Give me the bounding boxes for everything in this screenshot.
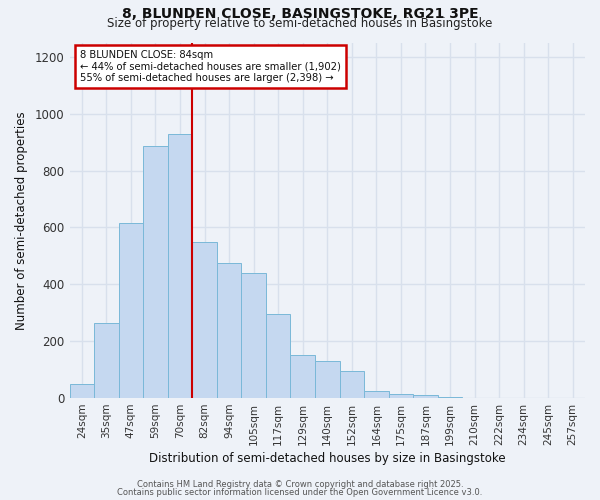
Bar: [119, 223, 143, 398]
Bar: [389, 394, 413, 398]
Bar: [217, 263, 241, 398]
Text: Contains public sector information licensed under the Open Government Licence v3: Contains public sector information licen…: [118, 488, 482, 497]
Bar: [241, 273, 266, 398]
X-axis label: Distribution of semi-detached houses by size in Basingstoke: Distribution of semi-detached houses by …: [149, 452, 506, 465]
Bar: [192, 242, 217, 398]
Bar: [168, 134, 192, 398]
Bar: [413, 395, 438, 398]
Bar: [143, 146, 168, 398]
Text: Contains HM Land Registry data © Crown copyright and database right 2025.: Contains HM Land Registry data © Crown c…: [137, 480, 463, 489]
Bar: [94, 322, 119, 398]
Bar: [266, 314, 290, 398]
Bar: [438, 396, 462, 398]
Bar: [70, 384, 94, 398]
Bar: [315, 361, 340, 398]
Text: 8 BLUNDEN CLOSE: 84sqm
← 44% of semi-detached houses are smaller (1,902)
55% of : 8 BLUNDEN CLOSE: 84sqm ← 44% of semi-det…: [80, 50, 341, 83]
Y-axis label: Number of semi-detached properties: Number of semi-detached properties: [15, 111, 28, 330]
Text: 8, BLUNDEN CLOSE, BASINGSTOKE, RG21 3PE: 8, BLUNDEN CLOSE, BASINGSTOKE, RG21 3PE: [122, 8, 478, 22]
Bar: [290, 356, 315, 398]
Text: Size of property relative to semi-detached houses in Basingstoke: Size of property relative to semi-detach…: [107, 18, 493, 30]
Bar: [364, 391, 389, 398]
Bar: [340, 371, 364, 398]
